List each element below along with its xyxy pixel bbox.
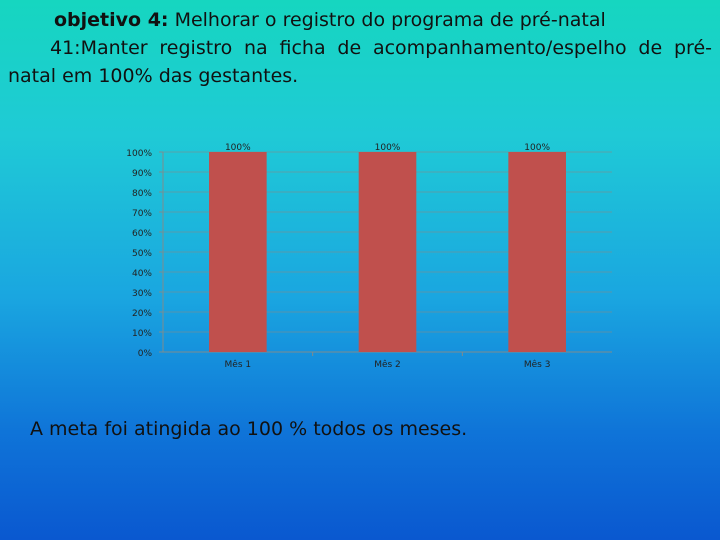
data-label: 100% [524, 143, 550, 153]
y-tick-label: 90% [132, 169, 152, 179]
bar [209, 152, 267, 352]
objective-label: objetivo 4: [54, 9, 169, 31]
data-label: 100% [225, 143, 251, 153]
bar [358, 152, 417, 352]
y-tick-label: 40% [132, 269, 152, 279]
objective-text: Melhorar o registro do programa de pré-n… [168, 9, 606, 31]
y-tick-label: 50% [132, 249, 152, 259]
y-tick-label: 20% [132, 309, 152, 319]
indicator-line-1: 41:Manter registro na ficha de acompanha… [50, 37, 712, 59]
y-tick-label: 0% [138, 349, 153, 359]
y-tick-label: 80% [132, 189, 152, 199]
y-tick-label: 60% [132, 229, 152, 239]
slide-header: objetivo 4: Melhorar o registro do progr… [8, 6, 712, 90]
bar [508, 152, 566, 352]
y-tick-label: 100% [126, 149, 152, 159]
conclusion-text: A meta foi atingida ao 100 % todos os me… [30, 418, 468, 440]
data-label: 100% [375, 143, 401, 153]
x-tick-label: Mês 2 [374, 359, 401, 370]
x-tick-label: Mês 3 [524, 359, 551, 370]
objective-line: objetivo 4: Melhorar o registro do progr… [8, 6, 712, 34]
indicator-line-2: natal em 100% das gestantes. [8, 65, 299, 87]
y-tick-label: 10% [132, 329, 152, 339]
x-tick-label: Mês 1 [225, 359, 252, 370]
y-tick-label: 30% [132, 289, 152, 299]
y-tick-label: 70% [132, 209, 152, 219]
